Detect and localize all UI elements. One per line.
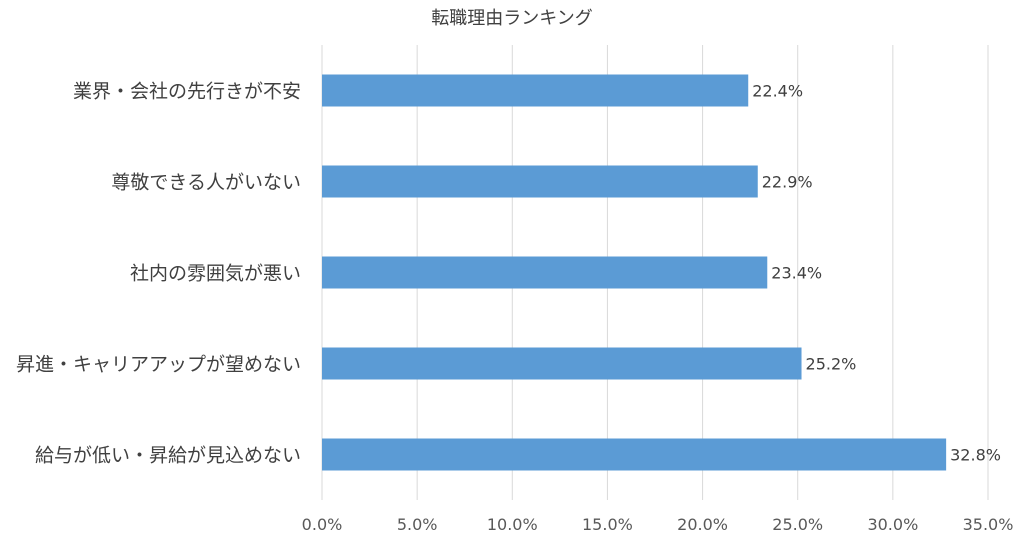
x-tick-label: 5.0%: [397, 515, 438, 534]
x-tick-label: 0.0%: [302, 515, 343, 534]
bar: [322, 74, 749, 107]
chart-title: 転職理由ランキング: [431, 8, 592, 29]
x-tick-label: 35.0%: [963, 515, 1014, 534]
category-label: 業界・会社の先行きが不安: [73, 81, 301, 103]
x-axis-ticks: 0.0% 5.0% 10.0% 15.0% 20.0% 25.0% 30.0% 35.0%: [302, 515, 1014, 534]
bar-value-label: 23.4%: [771, 264, 822, 283]
bar: [322, 438, 947, 471]
bars: 22.4% 22.9% 23.4% 25.2% 32.8%: [322, 74, 1001, 471]
bar: [322, 165, 758, 198]
category-label: 昇進・キャリアアップが望めない: [16, 354, 301, 376]
bar: [322, 256, 768, 289]
bar-value-label: 22.9%: [762, 173, 813, 192]
x-tick-label: 25.0%: [772, 515, 823, 534]
bar-value-label: 25.2%: [806, 355, 857, 374]
bar: [322, 347, 802, 380]
bar-value-label: 32.8%: [950, 446, 1001, 465]
x-tick-label: 15.0%: [582, 515, 633, 534]
x-tick-label: 10.0%: [487, 515, 538, 534]
category-labels: 業界・会社の先行きが不安尊敬できる人がいない社内の雰囲気が悪い昇進・キャリアアッ…: [16, 81, 301, 467]
category-label: 尊敬できる人がいない: [111, 172, 301, 194]
category-label: 社内の雰囲気が悪い: [130, 263, 301, 285]
x-tick-label: 30.0%: [867, 515, 918, 534]
category-label: 給与が低い・昇給が見込めない: [35, 445, 301, 467]
x-tick-label: 20.0%: [677, 515, 728, 534]
bar-value-label: 22.4%: [752, 82, 803, 101]
